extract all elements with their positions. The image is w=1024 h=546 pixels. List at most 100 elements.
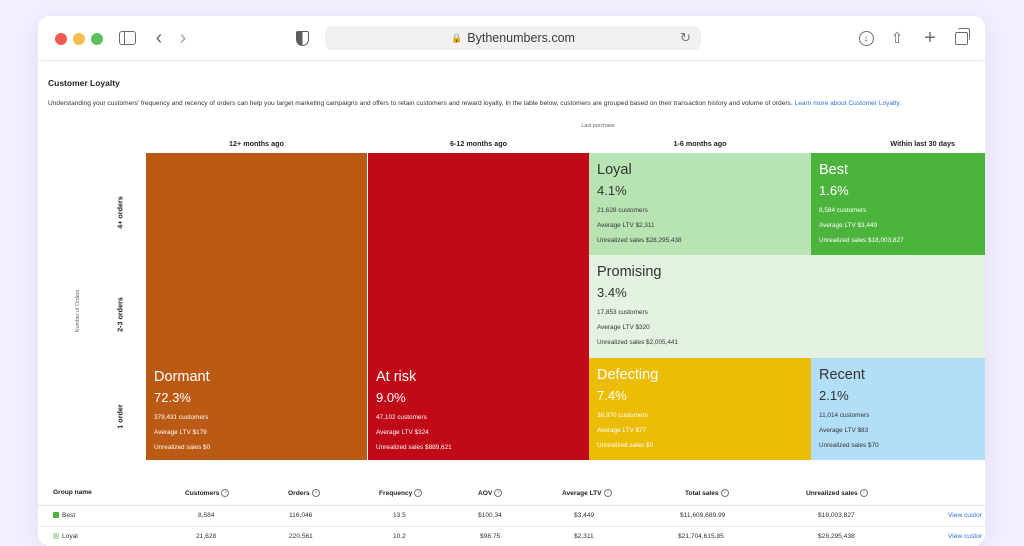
segment-percent: 7.4% — [597, 388, 627, 403]
ltv-cell: $2,311 — [574, 533, 594, 540]
table-row: Loyal 21,628 220,561 10.2 $98.75 $2,311 … — [38, 527, 985, 546]
download-icon[interactable]: ↓ — [857, 26, 875, 50]
page-description: Understanding your customers' frequency … — [48, 100, 985, 107]
segment-customers: 8,584 customers — [819, 207, 867, 214]
segment-at-risk[interactable]: At risk 9.0% 47,102 customers Average LT… — [368, 153, 589, 460]
segment-unrealized: Unrealized sales $2,005,441 — [597, 339, 679, 346]
reload-icon[interactable]: ↻ — [680, 30, 691, 45]
group-name: Loyal — [62, 533, 78, 540]
orders-cell: 220,561 — [289, 533, 313, 540]
segment-name: Dormant — [154, 369, 210, 385]
segment-name: Recent — [819, 367, 865, 383]
header-frequency[interactable]: Frequency? — [379, 489, 423, 497]
row-header-4-plus: 4+ orders — [115, 196, 125, 229]
unrealized-cell: $18,003,827 — [818, 512, 855, 519]
learn-more-link[interactable]: Learn more about Customer Loyalty. — [794, 100, 902, 107]
header-label: Orders — [288, 489, 310, 497]
help-icon[interactable]: ? — [311, 489, 320, 497]
back-icon[interactable]: ‹ — [155, 26, 163, 49]
segment-customers: 379,431 customers — [154, 414, 209, 421]
segment-recent[interactable]: Recent 2.1% 11,014 customers Average LTV… — [811, 358, 985, 460]
frequency-cell: 13.5 — [393, 512, 406, 519]
header-unrealized-sales[interactable]: Unrealized sales? — [806, 489, 868, 497]
header-label: Frequency — [379, 489, 413, 497]
segment-percent: 72.3% — [154, 390, 191, 405]
page-title: Customer Loyalty — [48, 78, 120, 88]
header-total-sales[interactable]: Total sales? — [685, 489, 729, 497]
header-label: Customers — [185, 489, 220, 497]
segment-promising[interactable]: Promising 3.4% 17,853 customers Average … — [589, 255, 985, 358]
page-content: Customer Loyalty Understanding your cust… — [38, 61, 985, 546]
sidebar-icon[interactable] — [116, 26, 138, 50]
lock-icon: 🔒 — [451, 32, 463, 43]
zoom-window-button[interactable] — [91, 33, 103, 45]
header-average-ltv[interactable]: Average LTV? — [562, 489, 612, 497]
segment-ltv: Average LTV $83 — [819, 427, 869, 434]
segment-percent: 9.0% — [376, 390, 406, 405]
total-sales-cell: $11,609,689.99 — [680, 512, 726, 519]
segment-unrealized: Unrealized sales $28,295,438 — [597, 237, 682, 244]
help-icon[interactable]: ? — [859, 489, 868, 497]
table-row: Best 8,584 116,046 13.5 $100.34 $3,449 $… — [38, 506, 985, 527]
header-orders[interactable]: Orders? — [288, 489, 320, 497]
share-icon[interactable]: ⇧ — [890, 30, 904, 47]
group-color-swatch — [53, 512, 59, 518]
segment-unrealized: Unrealized sales $70 — [819, 442, 879, 449]
segment-name: Loyal — [597, 162, 632, 178]
aov-cell: $100.34 — [478, 512, 502, 519]
tabs-icon[interactable] — [952, 26, 970, 50]
column-header-1-6: 1-6 months ago — [673, 139, 727, 148]
aov-cell: $98.75 — [480, 533, 501, 540]
last-purchase-label: Last purchase — [581, 123, 615, 129]
segment-ltv: Average LTV $179 — [154, 429, 207, 436]
segment-percent: 3.4% — [597, 285, 627, 300]
segment-unrealized: Unrealized sales $0 — [597, 442, 654, 449]
row-header-2-3: 2-3 orders — [115, 297, 125, 332]
help-icon[interactable]: ? — [221, 489, 230, 497]
shield-icon[interactable] — [294, 26, 310, 50]
help-icon[interactable]: ? — [603, 489, 612, 497]
segment-best[interactable]: Best 1.6% 8,584 customers Average LTV $3… — [811, 153, 985, 255]
group-name-cell: Best — [53, 512, 75, 519]
segment-defecting[interactable]: Defecting 7.4% 38,970 customers Average … — [589, 358, 811, 460]
forward-icon[interactable]: › — [179, 26, 187, 49]
description-text: Understanding your customers' frequency … — [48, 100, 793, 107]
segment-customers: 21,628 customers — [597, 207, 648, 214]
segment-unrealized: Unrealized sales $889,621 — [376, 444, 452, 451]
segment-ltv: Average LTV $324 — [376, 429, 429, 436]
header-label: Unrealized sales — [806, 489, 858, 497]
segment-name: Defecting — [597, 367, 659, 383]
segment-loyal[interactable]: Loyal 4.1% 21,628 customers Average LTV … — [589, 153, 811, 255]
total-sales-cell: $21,704,615.85 — [678, 533, 724, 540]
segment-customers: 17,853 customers — [597, 309, 648, 316]
header-label: Average LTV — [562, 489, 602, 497]
segment-customers: 38,970 customers — [597, 412, 648, 419]
column-header-12-plus: 12+ months ago — [229, 139, 284, 148]
close-window-button[interactable] — [55, 33, 67, 45]
header-customers[interactable]: Customers? — [185, 489, 230, 497]
ltv-cell: $3,449 — [574, 512, 595, 519]
help-icon[interactable]: ? — [494, 489, 503, 497]
plus-icon[interactable]: + — [924, 26, 936, 49]
header-aov[interactable]: AOV? — [478, 489, 503, 497]
address-bar[interactable]: 🔒 Bythenumbers.com ↻ — [325, 26, 701, 50]
minimize-window-button[interactable] — [73, 33, 85, 45]
customers-cell: 21,628 — [196, 533, 217, 540]
segment-dormant[interactable]: Dormant 72.3% 379,431 customers Average … — [146, 153, 367, 460]
customers-cell: 8,584 — [198, 512, 215, 519]
view-customers-link[interactable]: View custor — [948, 533, 982, 540]
help-icon[interactable]: ? — [720, 489, 729, 497]
segment-percent: 1.6% — [819, 183, 849, 198]
segment-percent: 2.1% — [819, 388, 849, 403]
segment-ltv: Average LTV $320 — [597, 324, 650, 331]
header-group-name: Group name — [53, 489, 92, 496]
segment-percent: 4.1% — [597, 183, 627, 198]
browser-toolbar: ‹ › 🔒 Bythenumbers.com ↻ ↓ ⇧ + — [38, 16, 985, 61]
segment-name: Best — [819, 162, 849, 178]
segment-customers: 11,014 customers — [819, 412, 870, 419]
help-icon[interactable]: ? — [414, 489, 423, 497]
url-text: Bythenumbers.com — [467, 31, 575, 45]
unrealized-cell: $28,295,438 — [818, 533, 855, 540]
view-customers-link[interactable]: View custor — [948, 512, 982, 519]
segment-name: At risk — [376, 369, 417, 385]
